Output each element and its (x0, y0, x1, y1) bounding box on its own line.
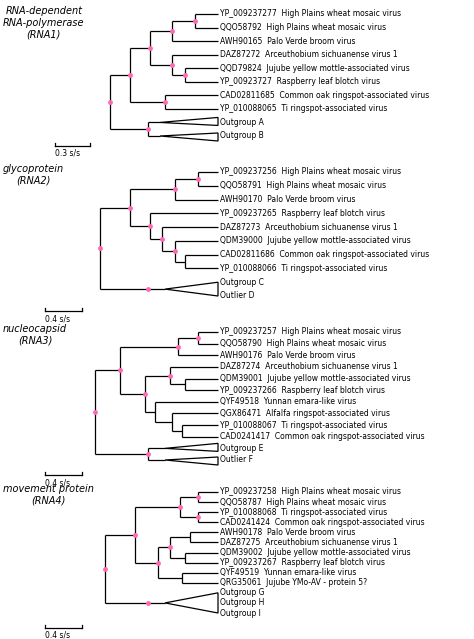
Text: nucleocapsid
(RNA3): nucleocapsid (RNA3) (3, 324, 67, 346)
Text: YP_009237266  Raspberry leaf blotch virus: YP_009237266 Raspberry leaf blotch virus (220, 386, 385, 395)
Text: YP_010088068  Ti ringspot-associated virus: YP_010088068 Ti ringspot-associated viru… (220, 507, 387, 517)
Text: Outgroup I: Outgroup I (220, 608, 261, 617)
Text: YP_009237257  High Plains wheat mosaic virus: YP_009237257 High Plains wheat mosaic vi… (220, 328, 401, 337)
Text: DAZ87273  Arceuthobium sichuanense virus 1: DAZ87273 Arceuthobium sichuanense virus … (220, 222, 398, 231)
Text: 0.4 s/s: 0.4 s/s (45, 631, 70, 639)
Text: AWH90170  Palo Verde broom virus: AWH90170 Palo Verde broom virus (220, 195, 356, 204)
Text: QRG35061  Jujube YMo-AV - protein 5?: QRG35061 Jujube YMo-AV - protein 5? (220, 578, 367, 587)
Text: Outgroup G: Outgroup G (220, 589, 264, 597)
Text: QDM39000  Jujube yellow mottle-associated virus: QDM39000 Jujube yellow mottle-associated… (220, 236, 411, 245)
Text: YP_010088066  Ti ringspot-associated virus: YP_010088066 Ti ringspot-associated viru… (220, 264, 387, 273)
Text: QDM39001  Jujube yellow mottle-associated virus: QDM39001 Jujube yellow mottle-associated… (220, 374, 410, 383)
Text: Outgroup C: Outgroup C (220, 278, 264, 287)
Text: AWH90176  Palo Verde broom virus: AWH90176 Palo Verde broom virus (220, 351, 356, 360)
Text: Outgroup H: Outgroup H (220, 598, 264, 608)
Text: DAZ87272  Arceuthobium sichuanense virus 1: DAZ87272 Arceuthobium sichuanense virus … (220, 50, 398, 59)
Text: 0.3 s/s: 0.3 s/s (55, 149, 80, 158)
Text: CAD0241424  Common oak ringspot-associated virus: CAD0241424 Common oak ringspot-associate… (220, 518, 425, 527)
Text: Outgroup A: Outgroup A (220, 118, 264, 127)
Text: YP_009237267  Raspberry leaf blotch virus: YP_009237267 Raspberry leaf blotch virus (220, 558, 385, 567)
Text: QQO58792  High Plains wheat mosaic virus: QQO58792 High Plains wheat mosaic virus (220, 23, 386, 32)
Text: 0.4 s/s: 0.4 s/s (45, 478, 70, 487)
Text: Outlier F: Outlier F (220, 456, 253, 465)
Text: QQO58787  High Plains wheat mosaic virus: QQO58787 High Plains wheat mosaic virus (220, 498, 386, 507)
Text: YP_010088065  Ti ringspot-associated virus: YP_010088065 Ti ringspot-associated viru… (220, 104, 387, 113)
Text: YP_009237277  High Plains wheat mosaic virus: YP_009237277 High Plains wheat mosaic vi… (220, 10, 401, 19)
Text: AWH90165  Palo Verde broom virus: AWH90165 Palo Verde broom virus (220, 36, 356, 45)
Text: CAD02811685  Common oak ringspot-associated virus: CAD02811685 Common oak ringspot-associat… (220, 91, 429, 100)
Text: QYF49518  Yunnan emara-like virus: QYF49518 Yunnan emara-like virus (220, 397, 356, 406)
Text: CAD0241417  Common oak ringspot-associated virus: CAD0241417 Common oak ringspot-associate… (220, 432, 425, 441)
Text: YP_010088067  Ti ringspot-associated virus: YP_010088067 Ti ringspot-associated viru… (220, 420, 387, 429)
Text: YP_009237256  High Plains wheat mosaic virus: YP_009237256 High Plains wheat mosaic vi… (220, 167, 401, 176)
Text: YP_009237258  High Plains wheat mosaic virus: YP_009237258 High Plains wheat mosaic vi… (220, 488, 401, 497)
Text: QQD79824  Jujube yellow mottle-associated virus: QQD79824 Jujube yellow mottle-associated… (220, 64, 410, 73)
Text: QQO58790  High Plains wheat mosaic virus: QQO58790 High Plains wheat mosaic virus (220, 339, 386, 348)
Text: Outlier D: Outlier D (220, 291, 255, 300)
Text: CAD02811686  Common oak ringspot-associated virus: CAD02811686 Common oak ringspot-associat… (220, 250, 429, 259)
Text: DAZ87274  Arceuthobium sichuanense virus 1: DAZ87274 Arceuthobium sichuanense virus … (220, 362, 398, 371)
Text: Outgroup B: Outgroup B (220, 132, 264, 141)
Text: DAZ87275  Arceuthobium sichuanense virus 1: DAZ87275 Arceuthobium sichuanense virus … (220, 538, 398, 547)
Text: YP_009237265  Raspberry leaf blotch virus: YP_009237265 Raspberry leaf blotch virus (220, 209, 385, 218)
Text: 0.4 s/s: 0.4 s/s (45, 314, 70, 323)
Text: QQO58791  High Plains wheat mosaic virus: QQO58791 High Plains wheat mosaic virus (220, 181, 386, 190)
Text: QDM39002  Jujube yellow mottle-associated virus: QDM39002 Jujube yellow mottle-associated… (220, 548, 410, 557)
Text: RNA-dependent
RNA-polymerase
(RNA1): RNA-dependent RNA-polymerase (RNA1) (3, 6, 84, 39)
Text: YP_00923727  Raspberry leaf blotch virus: YP_00923727 Raspberry leaf blotch virus (220, 77, 380, 86)
Text: AWH90178  Palo Verde broom virus: AWH90178 Palo Verde broom virus (220, 528, 356, 537)
Text: Outgroup E: Outgroup E (220, 444, 264, 453)
Text: glycoprotein
(RNA2): glycoprotein (RNA2) (3, 164, 64, 185)
Text: QYF49519  Yunnan emara-like virus: QYF49519 Yunnan emara-like virus (220, 568, 356, 577)
Text: movement protein
(RNA4): movement protein (RNA4) (3, 484, 94, 505)
Text: QGX86471  Alfalfa ringspot-associated virus: QGX86471 Alfalfa ringspot-associated vir… (220, 409, 390, 418)
